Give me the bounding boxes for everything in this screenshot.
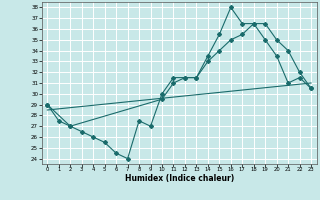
X-axis label: Humidex (Indice chaleur): Humidex (Indice chaleur) bbox=[124, 174, 234, 183]
